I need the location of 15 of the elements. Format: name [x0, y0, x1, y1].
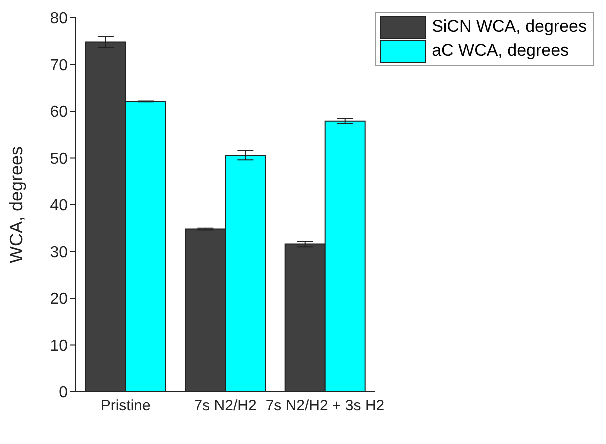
y-axis-title: WCA, degrees — [6, 146, 26, 264]
y-tick-label: 50 — [50, 150, 68, 168]
y-tick-label: 20 — [50, 291, 68, 308]
y-tick-label: 80 — [50, 10, 68, 28]
legend-label: SiCN WCA, degrees — [432, 16, 587, 38]
y-tick-label: 60 — [50, 104, 68, 122]
y-tick-label: 0 — [59, 384, 68, 402]
y-tick-label: 40 — [50, 198, 68, 215]
legend-label: aC WCA, degrees — [432, 40, 570, 62]
y-tick-label: 30 — [50, 244, 68, 262]
x-tick-label: 7s N2/H2 — [194, 398, 257, 415]
x-tick-label: 7s N2/H2 + 3s H2 — [266, 398, 385, 415]
y-tick-label: 70 — [50, 57, 68, 74]
x-tick-label: Pristine — [100, 398, 151, 415]
y-tick-label: 10 — [50, 338, 68, 355]
